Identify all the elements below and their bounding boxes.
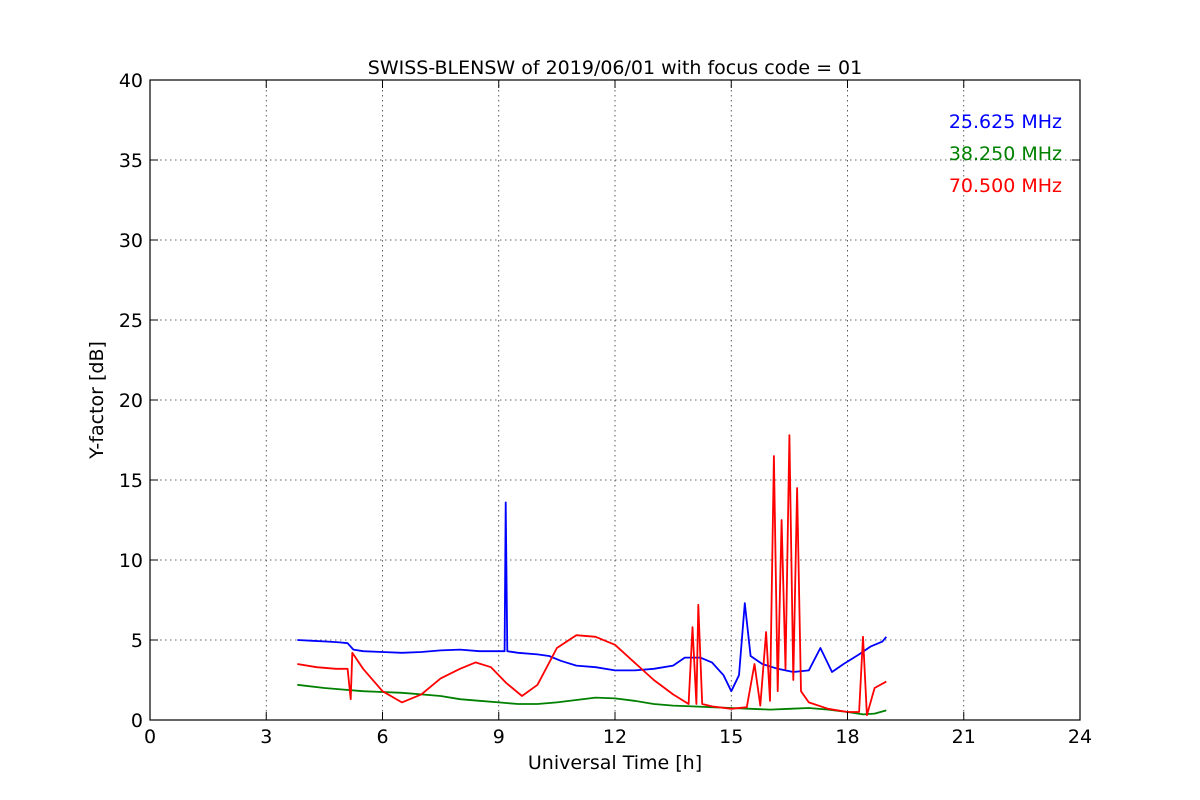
y-tick-label: 40 <box>119 70 143 92</box>
legend-entry-2: 38.250 MHz <box>949 143 1062 165</box>
x-tick-label: 3 <box>260 726 272 748</box>
x-tick-label: 12 <box>603 726 627 748</box>
legend: 25.625 MHz 38.250 MHz 70.500 MHz <box>949 111 1062 197</box>
series-line-3 <box>297 434 887 717</box>
legend-entry-1: 25.625 MHz <box>949 111 1062 133</box>
y-tick-label: 20 <box>119 390 143 412</box>
x-tick-label: 6 <box>376 726 388 748</box>
y-tick-label: 35 <box>119 150 143 172</box>
x-tick-label: 9 <box>493 726 505 748</box>
y-axis-title: Y-factor [dB] <box>86 341 108 460</box>
y-tick-label: 15 <box>119 470 143 492</box>
y-tick-label: 25 <box>119 310 143 332</box>
x-tick-label: 15 <box>719 726 743 748</box>
y-tick-label: 5 <box>131 630 143 652</box>
legend-entry-3: 70.500 MHz <box>949 175 1062 197</box>
plot-area <box>297 434 887 717</box>
axis-tick-labels: 0 3 6 9 12 15 18 21 24 0 5 10 15 20 25 30 35 40 <box>119 70 1092 748</box>
chart-title: SWISS-BLENSW of 2019/06/01 with focus co… <box>368 57 862 79</box>
series-line-2 <box>297 683 887 716</box>
x-tick-label: 24 <box>1068 726 1092 748</box>
x-tick-label: 21 <box>952 726 976 748</box>
y-tick-label: 30 <box>119 230 143 252</box>
axis-ticks <box>149 79 1081 721</box>
grid <box>150 80 1080 720</box>
y-tick-label: 0 <box>131 710 143 732</box>
x-tick-label: 18 <box>835 726 859 748</box>
y-tick-label: 10 <box>119 550 143 572</box>
x-axis-title: Universal Time [h] <box>528 752 702 774</box>
x-tick-label: 0 <box>144 726 156 748</box>
